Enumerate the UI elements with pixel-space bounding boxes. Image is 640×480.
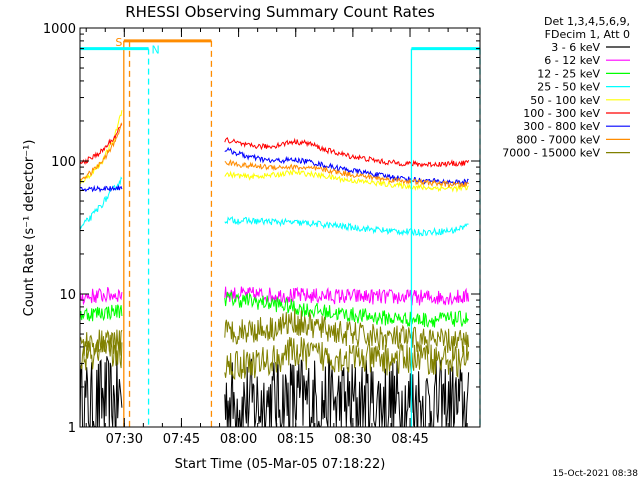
- series-trace: [79, 339, 123, 371]
- series-trace: [224, 309, 470, 355]
- x-tick-label: 07:30: [106, 432, 143, 447]
- series-trace: [224, 158, 470, 188]
- series-12-25-kev: [79, 291, 469, 328]
- x-tick-label: 08:30: [334, 432, 371, 447]
- y-tick-label: 100: [51, 155, 76, 170]
- legend-entry-label: 50 - 100 keV: [530, 94, 600, 107]
- footer-timestamp: 15-Oct-2021 08:38: [553, 469, 639, 479]
- legend-entry-label: 100 - 300 keV: [523, 107, 600, 120]
- legend-entry-label: 3 - 6 keV: [551, 41, 600, 54]
- legend-entry-label: 12 - 25 keV: [537, 67, 600, 80]
- series-trace: [79, 329, 123, 356]
- chart-title: RHESSI Observing Summary Count Rates: [125, 3, 435, 21]
- series-7000-15000-kev: [79, 309, 470, 380]
- legend-entry-label: 800 - 7000 keV: [516, 133, 600, 146]
- flag-label: S: [115, 36, 122, 49]
- x-tick-label: 08:45: [391, 432, 428, 447]
- series-trace: [79, 287, 123, 306]
- series-25-50-kev: [79, 176, 469, 237]
- series-trace: [79, 176, 123, 230]
- series-layer: [79, 110, 470, 428]
- legend-header-line-1: Det 1,3,4,5,6,9,: [544, 15, 630, 28]
- legend: Det 1,3,4,5,6,9, FDecim 1, Att 0 3 - 6 k…: [502, 15, 630, 160]
- x-axis-label: Start Time (05-Mar-05 07:18:22): [175, 457, 386, 472]
- y-tick-label: 1: [68, 421, 76, 436]
- series-trace: [79, 124, 123, 165]
- series-100-300-kev: [79, 124, 470, 168]
- y-tick-label: 10: [59, 288, 76, 303]
- series-800-7000-kev: [79, 122, 470, 188]
- series-trace: [224, 137, 470, 168]
- x-tick-label: 07:45: [163, 432, 200, 447]
- marker-layer: SN: [80, 36, 481, 427]
- legend-header-line-2: FDecim 1, Att 0: [545, 28, 630, 41]
- plot-frame: [79, 27, 481, 428]
- x-tick-label: 08:15: [277, 432, 314, 447]
- y-axis-label: Count Rate (s⁻¹ detector⁻¹): [22, 140, 37, 317]
- series-trace: [79, 304, 123, 322]
- series-trace: [224, 215, 469, 237]
- series-trace: [79, 184, 123, 193]
- series-trace: [224, 169, 469, 193]
- y-tick-label: 1000: [43, 22, 76, 37]
- legend-entry-label: 25 - 50 keV: [537, 81, 600, 94]
- series-6-12-kev: [79, 286, 470, 306]
- x-tick-label: 08:00: [220, 432, 257, 447]
- legend-entry-label: 6 - 12 keV: [544, 54, 600, 67]
- flag-label: N: [151, 44, 159, 57]
- series-trace: [224, 286, 470, 306]
- series-trace: [79, 354, 123, 428]
- axis-layer: 1 10 100 1000 07:30 07:45 08:00 08:15 08:30 08:45: [43, 22, 480, 447]
- series-trace: [79, 122, 123, 183]
- legend-entry-label: 300 - 800 keV: [523, 120, 600, 133]
- series-trace: [224, 336, 470, 380]
- series-trace: [224, 291, 469, 328]
- legend-entry-label: 7000 - 15000 keV: [502, 147, 600, 160]
